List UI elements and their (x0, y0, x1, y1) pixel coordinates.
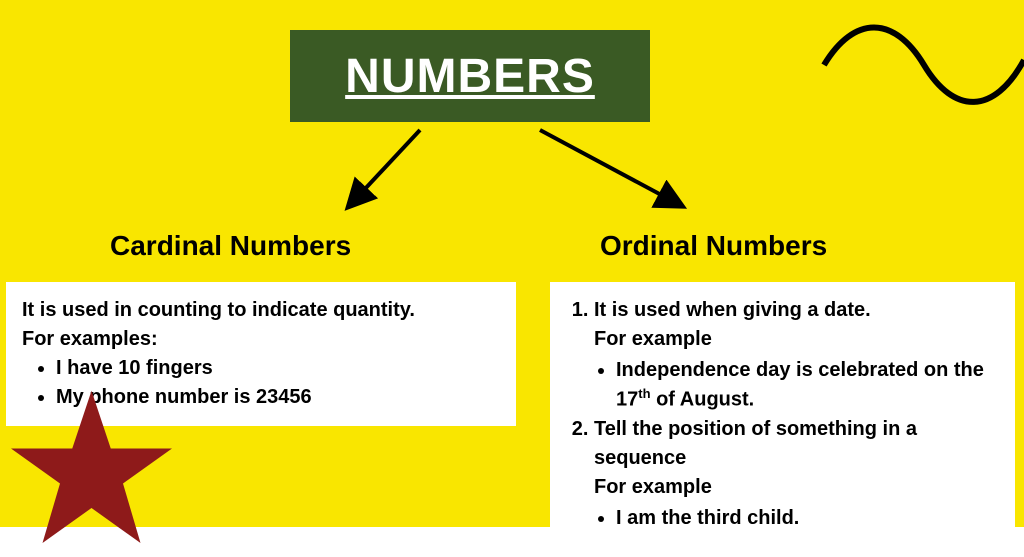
branch-arrows (0, 0, 1024, 260)
cardinal-subhead: For examples: (22, 325, 500, 354)
list-item: I have 10 fingers (56, 354, 500, 383)
ordinal-heading: Ordinal Numbers (600, 230, 827, 262)
star-decoration (4, 382, 179, 557)
cardinal-intro: It is used in counting to indicate quant… (22, 296, 500, 325)
list-item: It is used when giving a date.For exampl… (594, 296, 999, 415)
ordinal-sub-label: For example (594, 325, 999, 354)
ordinal-sub-bullets: Independence day is celebrated on the 17… (594, 356, 999, 415)
list-item: Independence day is celebrated on the 17… (616, 356, 999, 415)
ordinal-item-text: Tell the position of something in a sequ… (594, 415, 999, 473)
ordinal-item-text: It is used when giving a date. (594, 296, 999, 325)
ordinal-sub-bullets: I am the third child. (594, 504, 999, 533)
list-item: Tell the position of something in a sequ… (594, 415, 999, 533)
ordinal-list: It is used when giving a date.For exampl… (566, 296, 999, 533)
list-item: I am the third child. (616, 504, 999, 533)
cardinal-heading: Cardinal Numbers (110, 230, 351, 262)
ordinal-sub-label: For example (594, 473, 999, 502)
ordinal-box: It is used when giving a date.For exampl… (550, 282, 1015, 547)
